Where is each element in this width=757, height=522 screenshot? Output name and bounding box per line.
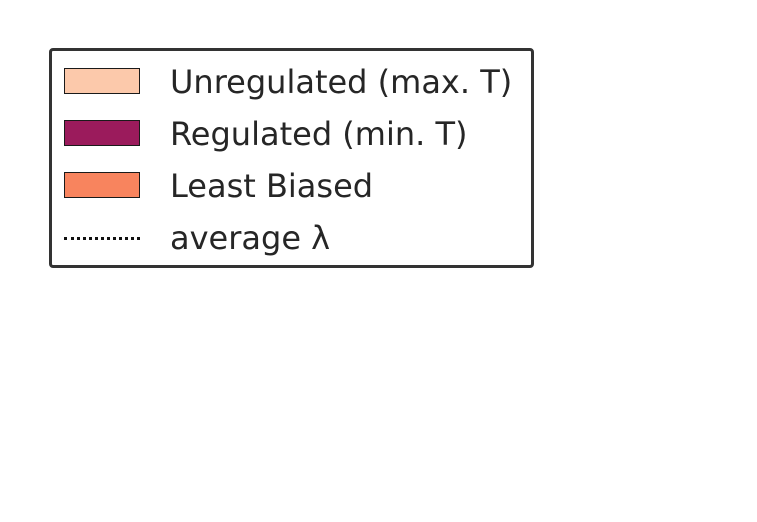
legend-swatch-unregulated bbox=[64, 68, 140, 94]
legend-entry-unregulated: Unregulated (max. T) bbox=[52, 64, 531, 104]
legend-entry-average-lambda: average λ bbox=[52, 220, 531, 260]
legend-swatch-regulated bbox=[64, 120, 140, 146]
legend-line-average-lambda bbox=[64, 237, 140, 240]
legend-swatch-least-biased bbox=[64, 172, 140, 198]
legend-entry-least-biased: Least Biased bbox=[52, 168, 531, 208]
legend-label-least-biased: Least Biased bbox=[170, 167, 374, 205]
legend-label-average-lambda: average λ bbox=[170, 219, 331, 257]
legend-label-unregulated: Unregulated (max. T) bbox=[170, 63, 513, 101]
legend-entry-regulated: Regulated (min. T) bbox=[52, 116, 531, 156]
legend-label-regulated: Regulated (min. T) bbox=[170, 115, 468, 153]
chart-legend: Unregulated (max. T) Regulated (min. T) … bbox=[49, 48, 534, 268]
